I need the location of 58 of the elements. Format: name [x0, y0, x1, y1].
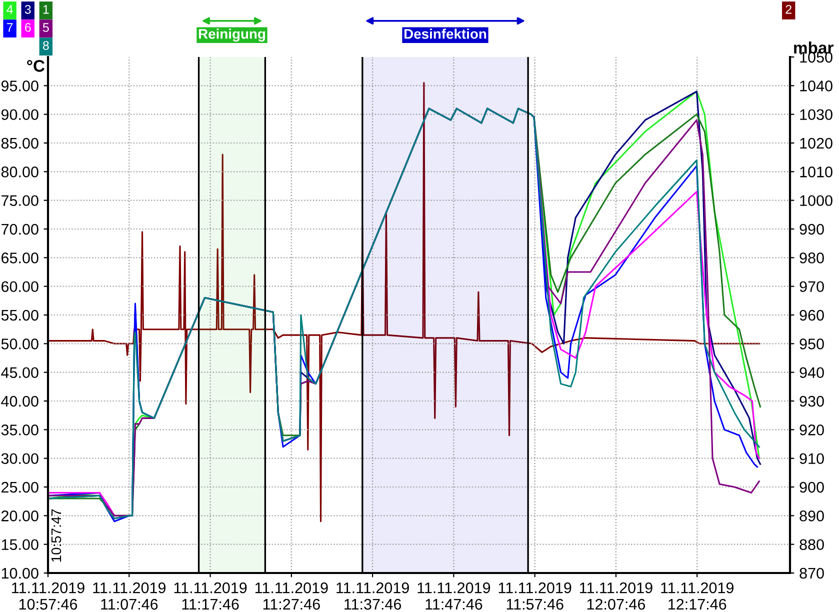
y2-tick-label: 1010 [800, 166, 832, 178]
y2-tick-label: 890 [800, 510, 824, 522]
y2-tick-label: 1030 [800, 109, 832, 120]
x-tick-label: 11.11.2019 11:37:46 [336, 582, 409, 610]
y-tick-label: 10.00 [2, 568, 38, 579]
text: 3 [24, 4, 31, 14]
x-tick-label: 11.11.2019 12:17:46 [661, 582, 734, 610]
y2-tick-label: 950 [800, 338, 824, 350]
text: 5 [42, 23, 49, 32]
y-tick-label: 45.00 [1, 367, 38, 378]
x-tick-label: 11.11.2019 12:07:46 [580, 582, 652, 610]
band-label: Desinfektion [404, 28, 486, 39]
y2-tick-label: 940 [800, 367, 824, 378]
x-tick-label: 11.11.2019 10:57:46 [12, 582, 84, 610]
y2-tick-label: 880 [800, 539, 824, 550]
text: 8 [42, 41, 49, 50]
y-tick-label: 95.00 [1, 80, 38, 92]
x-tick-label: 11.11.2019 11:57:46 [498, 582, 572, 610]
y-tick-label: 55.00 [1, 310, 38, 321]
y-tick-label: 25.00 [2, 482, 38, 493]
y2-tick-label: 870 [800, 568, 824, 579]
y2-tick-label: 980 [800, 252, 824, 264]
y2-tick-label: 1040 [800, 80, 832, 92]
y-tick-label: 40.00 [1, 396, 38, 407]
text: 7 [6, 23, 13, 32]
y2-tick-label: 910 [800, 453, 824, 464]
y2-tick-label: 1000 [800, 195, 832, 206]
y-tick-label: 85.00 [1, 138, 38, 149]
y-tick-label: 60.00 [2, 281, 38, 292]
legend-label: Reinigung [198, 28, 265, 42]
y2-tick-label: 970 [800, 281, 824, 292]
x-tick-label: 11.11.2019 11:07:46 [93, 582, 166, 610]
text: 4 [6, 5, 13, 14]
text: 1 [43, 5, 49, 14]
y-tick-label: 70.00 [2, 224, 38, 235]
annotation: 10:57:47 [51, 509, 62, 562]
y-tick-label: 20.00 [2, 510, 38, 522]
y2-axis-title: mbar [794, 41, 834, 54]
text: 2 [786, 4, 792, 14]
y2-tick-label: 960 [800, 310, 824, 321]
y-tick-label: 80.00 [1, 166, 38, 178]
y2-tick-label: 900 [800, 482, 824, 493]
y-tick-label: 50.00 [1, 338, 38, 350]
y-tick-label: 65.00 [2, 252, 38, 264]
y-tick-label: 30.00 [1, 453, 38, 464]
y2-tick-label: 930 [800, 396, 824, 407]
y-tick-label: 75.00 [2, 195, 38, 206]
y2-tick-label: 990 [800, 224, 824, 235]
x-tick-label: 11.11.2019 11:27:46 [255, 582, 328, 610]
y2-tick-label: 1020 [800, 138, 832, 149]
text: 6 [25, 23, 31, 32]
y-tick-label: 35.00 [1, 424, 38, 436]
y-tick-label: 15.00 [2, 539, 38, 550]
x-tick-label: 11.11.2019 11:17:46 [174, 582, 247, 610]
y-tick-label: 90.00 [1, 109, 38, 120]
x-tick-label: 11.11.2019 11:47:46 [418, 582, 490, 610]
y2-tick-label: 920 [800, 424, 824, 436]
y-axis-title: °C [27, 60, 45, 72]
